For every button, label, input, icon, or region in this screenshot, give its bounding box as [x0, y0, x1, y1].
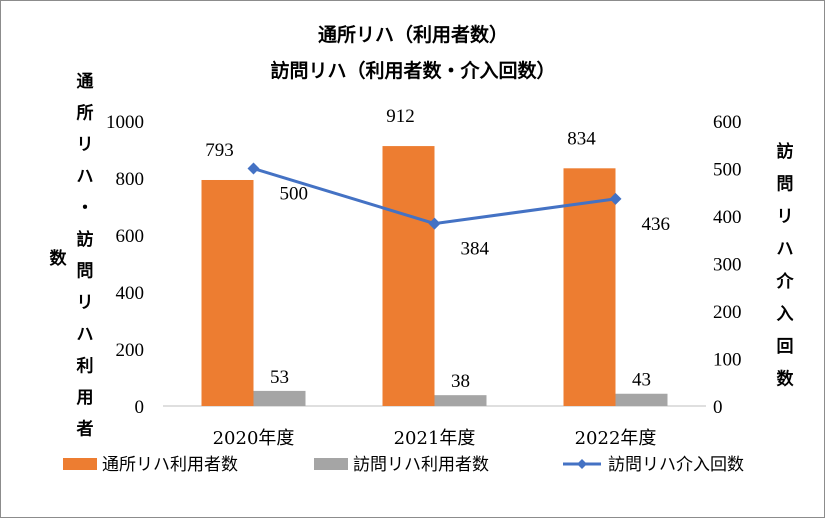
chart-title: 通所リハ（利用者数） — [318, 23, 508, 46]
legend-label: 通所リハ利用者数 — [102, 455, 238, 475]
right-axis-title-char: 回 — [777, 337, 794, 357]
bar-homon — [434, 395, 487, 406]
data-label: 38 — [451, 371, 470, 392]
legend-marker — [577, 459, 587, 469]
line-data-label: 384 — [461, 239, 490, 260]
line-layer — [247, 162, 622, 230]
left-axis-title-char: 通 — [77, 72, 94, 92]
y-left-tick-label: 800 — [116, 169, 145, 190]
left-axis-title-char: リ — [77, 135, 94, 155]
data-label: 834 — [567, 128, 596, 149]
line-point-marker — [247, 162, 260, 175]
y-left-tick-label: 400 — [116, 283, 145, 304]
y-right-tick-label: 500 — [713, 160, 742, 181]
line-data-label: 436 — [642, 214, 671, 235]
data-label: 912 — [386, 106, 415, 127]
left-axis-title-char: ・ — [77, 198, 94, 218]
axes-layer: 020040060080010000100200300400500600通所リハ… — [76, 72, 795, 449]
y-left-tick-label: 200 — [116, 340, 145, 361]
left-axis-title-char: 問 — [77, 262, 94, 282]
right-axis-title-char: 数 — [777, 369, 795, 390]
left-axis-title-char: ハ — [77, 167, 94, 187]
right-axis-title-char: 入 — [777, 305, 794, 325]
data-label: 793 — [205, 140, 234, 161]
x-tick-label: 2020年度 — [213, 428, 295, 449]
bars-layer — [201, 146, 668, 406]
bar-tsusho — [563, 168, 616, 406]
y-right-tick-label: 600 — [713, 112, 742, 133]
left-axis-title-char: 者 — [76, 419, 94, 440]
y-right-tick-label: 200 — [713, 302, 742, 323]
data-label: 43 — [632, 370, 651, 391]
bar-tsusho — [201, 179, 254, 406]
y-right-tick-label: 0 — [713, 397, 723, 418]
right-axis-title-char: ハ — [777, 240, 794, 260]
y-left-tick-label: 0 — [135, 397, 145, 418]
right-axis-title-char: 問 — [777, 175, 794, 195]
line-point-marker — [609, 192, 622, 205]
left-axis-title-char: 利 — [77, 355, 94, 376]
left-axis-title-char: 訪 — [77, 229, 94, 250]
bar-homon — [253, 390, 306, 406]
data-label: 53 — [270, 367, 289, 388]
bar-homon — [615, 393, 668, 406]
legend: 通所リハ利用者数 訪問リハ利用者数 訪問リハ介入回数 — [63, 455, 744, 475]
legend-label: 訪問リハ介入回数 — [608, 455, 744, 475]
x-tick-label: 2021年度 — [394, 428, 476, 449]
left-axis-title-char: 所 — [77, 104, 94, 124]
y-right-tick-label: 100 — [713, 350, 742, 371]
left-axis-short-label: 数 — [50, 248, 68, 269]
right-axis-title-char: 介 — [776, 271, 795, 292]
y-left-tick-label: 1000 — [106, 112, 144, 133]
left-axis-title-char: ハ — [77, 325, 94, 345]
left-axis-title-char: 用 — [77, 388, 94, 408]
line-data-label: 500 — [280, 184, 309, 205]
line-point-marker — [428, 217, 441, 230]
y-right-tick-label: 300 — [713, 255, 742, 276]
legend-swatch — [63, 458, 97, 470]
chart-subtitle: 訪問リハ（利用者数・介入回数） — [270, 59, 555, 82]
bar-tsusho — [382, 146, 435, 406]
right-axis-title-char: リ — [777, 207, 794, 227]
left-axis-title-char: リ — [77, 293, 94, 313]
legend-label: 訪問リハ利用者数 — [353, 455, 489, 475]
y-left-tick-label: 600 — [116, 226, 145, 247]
x-tick-label: 2022年度 — [575, 428, 657, 449]
labels-layer: 793 912 834 53 38 43 500 384 436 — [205, 106, 670, 392]
right-axis-title-char: 訪 — [777, 141, 794, 162]
y-right-tick-label: 400 — [713, 207, 742, 228]
legend-swatch — [314, 458, 348, 470]
